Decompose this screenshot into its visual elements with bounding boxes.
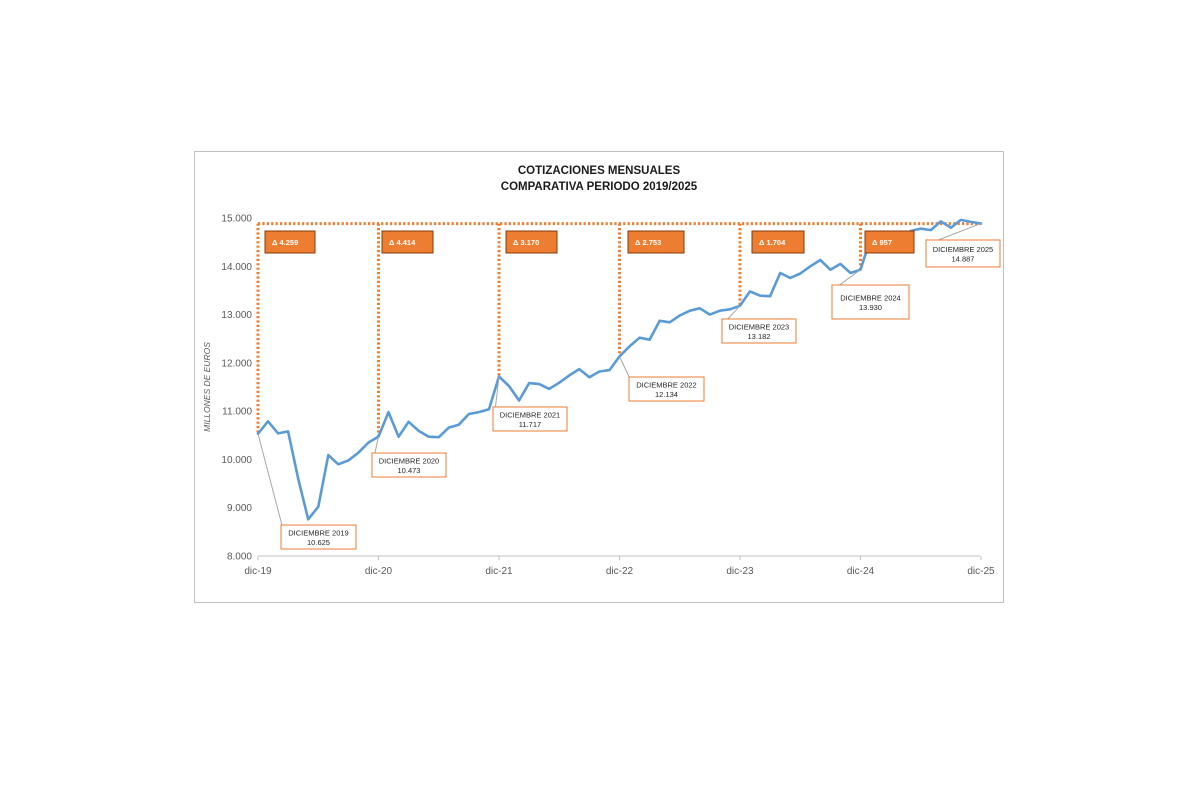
y-tick-label: 11.000: [222, 407, 252, 418]
delta-label: Δ 4.414: [389, 238, 416, 247]
annotation-value: 10.473: [398, 466, 421, 475]
annotation-box: [492, 406, 568, 432]
annotation-label: DICIEMBRE 2021: [500, 411, 560, 420]
annotation-value: 14.887: [952, 255, 975, 264]
annotation-label: DICIEMBRE 2022: [636, 381, 696, 390]
annotation-value: 13.930: [859, 303, 882, 312]
delta-box: [381, 230, 434, 254]
x-tick-label: dic-20: [365, 566, 393, 577]
x-tick-label: dic-24: [847, 566, 875, 577]
x-tick-label: dic-23: [726, 566, 754, 577]
annotation-box: [721, 318, 797, 344]
annotation-label: DICIEMBRE 2025: [933, 245, 993, 254]
chart-container: COTIZACIONES MENSUALES COMPARATIVA PERIO…: [194, 151, 1004, 603]
annotation-value: 13.182: [748, 332, 771, 341]
x-tick-label: dic-19: [244, 566, 272, 577]
delta-box: [505, 230, 558, 254]
annotation-label: DICIEMBRE 2020: [379, 457, 439, 466]
y-tick-label: 10.000: [221, 455, 252, 466]
y-axis-label: MILLONES DE EUROS: [202, 342, 212, 432]
axes: 8.000 9.000 10.000 11.000 12.000 13.000 14.000…: [221, 214, 995, 578]
delta-box: [627, 230, 685, 254]
x-tick-label: dic-21: [485, 566, 513, 577]
delta-label: Δ 2.753: [635, 238, 661, 247]
annotation-box: [371, 452, 447, 478]
annotation-leader-line: [494, 376, 500, 412]
annotation-value: 12.134: [655, 390, 678, 399]
delta-label: Δ 1.704: [759, 238, 786, 247]
line-chart: COTIZACIONES MENSUALES COMPARATIVA PERIO…: [202, 165, 1001, 578]
annotation-value: 11.717: [519, 420, 541, 429]
annotation-box: [628, 376, 705, 402]
annotation-leader-line: [257, 433, 284, 530]
delta-label: Δ 957: [872, 238, 892, 247]
annotation-value: 10.625: [307, 538, 330, 547]
annotation-box: [280, 524, 357, 550]
y-tick-label: 9.000: [227, 503, 252, 514]
delta-box: [264, 230, 316, 254]
y-tick-label: 12.000: [221, 358, 252, 369]
chart-subtitle: COMPARATIVA PERIODO 2019/2025: [501, 181, 698, 193]
y-tick-label: 14.000: [221, 262, 252, 273]
y-tick-label: 13.000: [221, 310, 252, 321]
delta-label: Δ 4.259: [272, 238, 298, 247]
annotation-box: [831, 284, 910, 320]
annotation-box: [925, 239, 1001, 268]
chart-title: COTIZACIONES MENSUALES: [518, 165, 681, 177]
annotation-label: DICIEMBRE 2024: [840, 294, 900, 303]
delta-box: [751, 230, 805, 254]
delta-box: [864, 230, 915, 254]
x-tick-label: dic-25: [967, 566, 995, 577]
annotation-label: DICIEMBRE 2019: [288, 529, 348, 538]
delta-label: Δ 3.170: [513, 238, 539, 247]
annotation-label: DICIEMBRE 2023: [729, 323, 789, 332]
x-tick-label: dic-22: [606, 566, 634, 577]
y-tick-label: 8.000: [227, 552, 252, 563]
reference-dotted-lines: [256, 222, 981, 437]
y-tick-label: 15.000: [221, 214, 252, 225]
